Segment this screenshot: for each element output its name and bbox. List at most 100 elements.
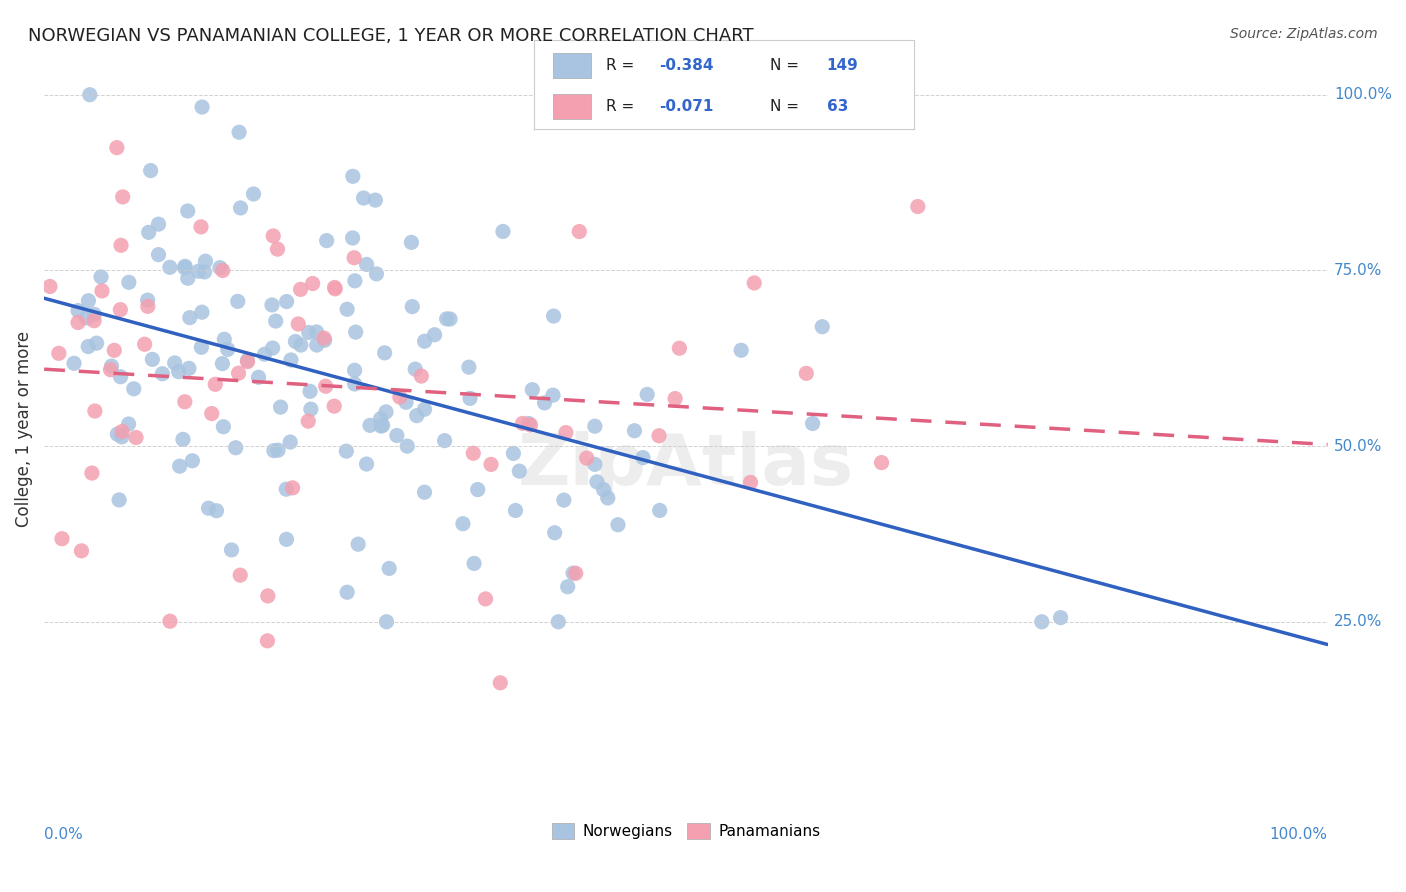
Norwegians bbox=[217, 343, 239, 357]
Panamanians bbox=[256, 633, 278, 648]
Y-axis label: College, 1 year or more: College, 1 year or more bbox=[15, 330, 32, 526]
Norwegians bbox=[370, 419, 392, 434]
Norwegians bbox=[356, 457, 378, 471]
Panamanians bbox=[136, 299, 159, 313]
Panamanians bbox=[228, 366, 250, 380]
Panamanians bbox=[48, 346, 70, 360]
Norwegians bbox=[636, 387, 658, 401]
Panamanians bbox=[70, 544, 93, 558]
Panamanians bbox=[110, 302, 132, 317]
Norwegians bbox=[242, 186, 264, 201]
Norwegians bbox=[83, 307, 105, 321]
Norwegians bbox=[343, 274, 366, 288]
Norwegians bbox=[190, 340, 212, 354]
Norwegians bbox=[502, 446, 524, 460]
Norwegians bbox=[522, 383, 544, 397]
Norwegians bbox=[260, 298, 283, 312]
Panamanians bbox=[479, 458, 502, 472]
Norwegians bbox=[141, 352, 163, 367]
Norwegians bbox=[177, 204, 200, 219]
Norwegians bbox=[163, 356, 186, 370]
Panamanians bbox=[67, 316, 90, 330]
Text: R =: R = bbox=[606, 58, 640, 72]
Panamanians bbox=[204, 377, 226, 392]
Norwegians bbox=[607, 517, 630, 532]
Norwegians bbox=[79, 87, 101, 102]
Text: 0.0%: 0.0% bbox=[44, 827, 83, 842]
Norwegians bbox=[343, 363, 366, 377]
Norwegians bbox=[187, 264, 209, 278]
Norwegians bbox=[553, 493, 575, 508]
Panamanians bbox=[564, 566, 586, 581]
Panamanians bbox=[343, 251, 366, 265]
Norwegians bbox=[375, 615, 398, 629]
Norwegians bbox=[263, 443, 285, 458]
Norwegians bbox=[211, 357, 233, 371]
Text: Source: ZipAtlas.com: Source: ZipAtlas.com bbox=[1230, 27, 1378, 41]
Panamanians bbox=[236, 354, 259, 368]
Norwegians bbox=[433, 434, 456, 448]
Norwegians bbox=[335, 444, 357, 458]
Norwegians bbox=[77, 339, 100, 353]
Norwegians bbox=[179, 310, 201, 325]
Norwegians bbox=[262, 341, 284, 355]
Norwegians bbox=[122, 382, 145, 396]
Panamanians bbox=[83, 314, 105, 328]
Text: 63: 63 bbox=[827, 99, 848, 113]
Norwegians bbox=[305, 338, 328, 352]
Panamanians bbox=[111, 190, 134, 204]
Panamanians bbox=[489, 675, 512, 690]
Norwegians bbox=[247, 370, 270, 384]
Norwegians bbox=[557, 580, 579, 594]
Norwegians bbox=[105, 427, 128, 442]
Norwegians bbox=[111, 430, 134, 444]
Norwegians bbox=[505, 503, 527, 517]
Norwegians bbox=[90, 269, 112, 284]
Norwegians bbox=[423, 327, 446, 342]
Panamanians bbox=[907, 200, 929, 214]
Norwegians bbox=[541, 388, 564, 402]
Panamanians bbox=[664, 392, 686, 406]
Panamanians bbox=[287, 317, 309, 331]
Text: R =: R = bbox=[606, 99, 640, 113]
Norwegians bbox=[544, 525, 567, 540]
Norwegians bbox=[148, 247, 170, 261]
Norwegians bbox=[359, 418, 381, 433]
Norwegians bbox=[413, 485, 436, 500]
Panamanians bbox=[519, 417, 541, 432]
Panamanians bbox=[125, 430, 148, 444]
Norwegians bbox=[583, 458, 606, 472]
Norwegians bbox=[396, 439, 419, 453]
Norwegians bbox=[177, 361, 200, 376]
Norwegians bbox=[193, 265, 215, 279]
Panamanians bbox=[323, 399, 346, 413]
Norwegians bbox=[547, 615, 569, 629]
Panamanians bbox=[668, 341, 690, 355]
Panamanians bbox=[742, 276, 765, 290]
Norwegians bbox=[253, 347, 276, 361]
Panamanians bbox=[211, 263, 233, 277]
Norwegians bbox=[208, 260, 231, 275]
Norwegians bbox=[226, 294, 249, 309]
Norwegians bbox=[517, 417, 540, 431]
Panamanians bbox=[80, 466, 103, 480]
Norwegians bbox=[86, 336, 108, 351]
Panamanians bbox=[190, 219, 212, 234]
FancyBboxPatch shape bbox=[554, 94, 591, 119]
Norwegians bbox=[395, 395, 418, 409]
Text: 75.0%: 75.0% bbox=[1334, 263, 1382, 278]
Text: 50.0%: 50.0% bbox=[1334, 439, 1382, 454]
Panamanians bbox=[159, 614, 181, 628]
Panamanians bbox=[134, 337, 156, 351]
Panamanians bbox=[262, 229, 284, 244]
Panamanians bbox=[568, 225, 591, 239]
Panamanians bbox=[323, 280, 346, 294]
Panamanians bbox=[554, 425, 576, 440]
Norwegians bbox=[730, 343, 752, 358]
Panamanians bbox=[411, 369, 433, 384]
Norwegians bbox=[343, 376, 366, 391]
Norwegians bbox=[353, 191, 375, 205]
Panamanians bbox=[870, 456, 893, 470]
Panamanians bbox=[91, 284, 114, 298]
Panamanians bbox=[512, 417, 534, 431]
